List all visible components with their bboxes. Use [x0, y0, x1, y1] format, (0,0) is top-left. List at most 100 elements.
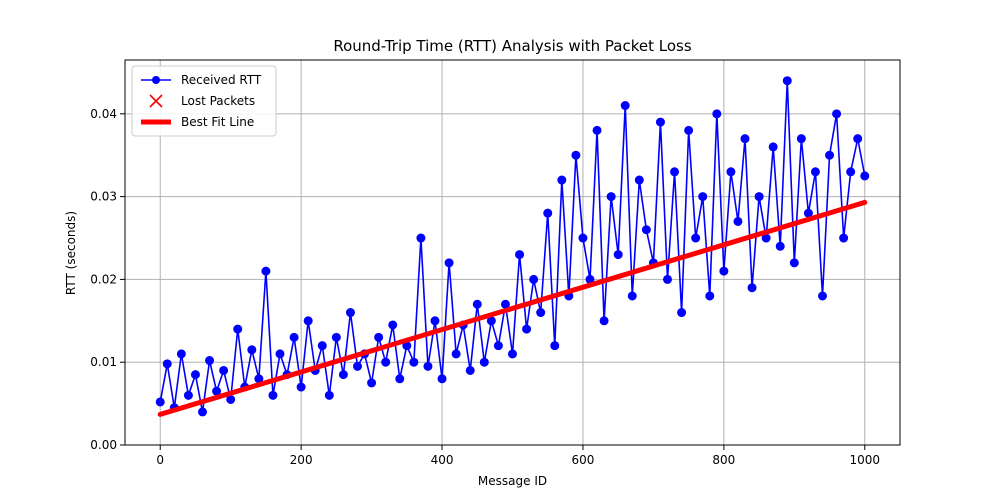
rtt-point — [712, 109, 722, 119]
rtt-point — [663, 274, 672, 284]
rtt-point — [620, 101, 630, 111]
rtt-point — [296, 382, 306, 392]
rtt-point — [261, 266, 271, 276]
plot-layer — [155, 76, 870, 417]
rtt-point — [522, 324, 532, 334]
rtt-point — [839, 233, 849, 243]
rtt-point — [825, 150, 835, 160]
rtt-point — [430, 316, 440, 326]
rtt-point — [782, 76, 792, 86]
rtt-point — [317, 341, 327, 351]
rtt-point — [465, 365, 475, 375]
rtt-point — [247, 345, 257, 355]
rtt-point — [338, 370, 348, 380]
rtt-point — [493, 341, 503, 351]
rtt-point — [423, 361, 433, 371]
rtt-point — [846, 167, 856, 177]
rtt-point — [353, 361, 362, 371]
rtt-point — [529, 274, 539, 284]
x-tick-label: 200 — [290, 453, 313, 467]
rtt-point — [226, 394, 236, 404]
rtt-point — [691, 233, 701, 243]
rtt-point — [810, 167, 820, 177]
rtt-point — [543, 208, 553, 218]
rtt-point — [395, 374, 405, 384]
rtt-point — [599, 316, 609, 326]
rtt-point — [500, 299, 510, 309]
rtt-point — [198, 407, 207, 417]
rtt-point — [536, 308, 546, 318]
rtt-point — [740, 134, 750, 144]
y-axis-label: RTT (seconds) — [64, 211, 78, 295]
rtt-point — [627, 291, 637, 301]
y-tick-label: 0.04 — [90, 107, 117, 121]
rtt-point — [860, 171, 870, 181]
chart-title: Round-Trip Time (RTT) Analysis with Pack… — [333, 37, 692, 55]
plot-frame — [124, 59, 901, 446]
rtt-point — [303, 316, 313, 326]
rtt-point — [219, 365, 229, 375]
rtt-point — [634, 175, 644, 185]
rtt-point — [733, 216, 743, 226]
y-tick-label: 0.01 — [90, 355, 117, 369]
rtt-point — [557, 175, 567, 185]
rtt-point — [677, 308, 687, 318]
rtt-point — [684, 125, 694, 135]
rtt-point — [381, 357, 391, 367]
y-tick-label: 0.03 — [90, 190, 117, 204]
rtt-point — [374, 332, 384, 342]
rtt-point — [444, 258, 454, 268]
axes-layer: 0 200 400 600 800 1000 0.00 0.01 0.02 0.03 0.04 — [90, 59, 901, 467]
rtt-point — [472, 299, 482, 309]
legend-item: Received RTT — [141, 73, 262, 87]
rtt-point — [183, 390, 193, 400]
y-tick-label: 0.00 — [90, 438, 117, 452]
x-axis-label: Message ID — [478, 474, 547, 488]
rtt-point — [190, 370, 200, 380]
rtt-point — [409, 357, 419, 367]
rtt-point — [155, 397, 165, 407]
rtt-point — [550, 341, 560, 351]
rtt-point — [479, 357, 489, 367]
rtt-point — [754, 192, 764, 202]
x-tick-label: 400 — [431, 453, 454, 467]
rtt-point — [578, 233, 588, 243]
legend-x-marker — [149, 94, 163, 108]
rtt-point — [592, 125, 602, 135]
rtt-point — [367, 378, 377, 388]
legend-item: Lost Packets — [149, 94, 255, 108]
rtt-point — [176, 349, 186, 359]
x-tick-label: 800 — [712, 453, 735, 467]
rtt-point — [768, 142, 778, 152]
rtt-point — [388, 320, 398, 330]
rtt-point — [789, 258, 799, 268]
legend-item: Best Fit Line — [141, 115, 254, 129]
rtt-point — [641, 225, 651, 235]
rtt-point — [613, 250, 623, 260]
rtt-point — [289, 332, 299, 342]
legend-layer: Received RTT Lost Packets Best Fit Line — [131, 65, 277, 137]
rtt-point — [726, 167, 736, 177]
legend-label: Best Fit Line — [181, 115, 254, 129]
rtt-point — [606, 192, 616, 202]
best-fit-line — [157, 199, 868, 417]
rtt-point — [451, 349, 461, 359]
legend-box — [131, 65, 277, 137]
rtt-point — [719, 266, 729, 276]
rtt-point — [205, 356, 215, 366]
rtt-point — [515, 250, 525, 260]
rtt-point — [345, 308, 355, 318]
rtt-point — [705, 291, 715, 301]
x-tick-label: 600 — [572, 453, 595, 467]
rtt-point — [268, 390, 278, 400]
legend-label: Received RTT — [181, 73, 262, 87]
rtt-point — [571, 150, 581, 160]
rtt-point — [416, 233, 426, 243]
rtt-point — [275, 349, 285, 359]
rtt-point — [162, 359, 172, 369]
rtt-point — [331, 332, 341, 342]
legend-point-marker — [152, 76, 160, 84]
rtt-point — [747, 283, 757, 293]
rtt-point — [437, 374, 447, 384]
